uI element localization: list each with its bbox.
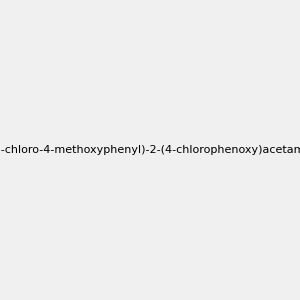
Text: N-(3-chloro-4-methoxyphenyl)-2-(4-chlorophenoxy)acetamide: N-(3-chloro-4-methoxyphenyl)-2-(4-chloro… bbox=[0, 145, 300, 155]
